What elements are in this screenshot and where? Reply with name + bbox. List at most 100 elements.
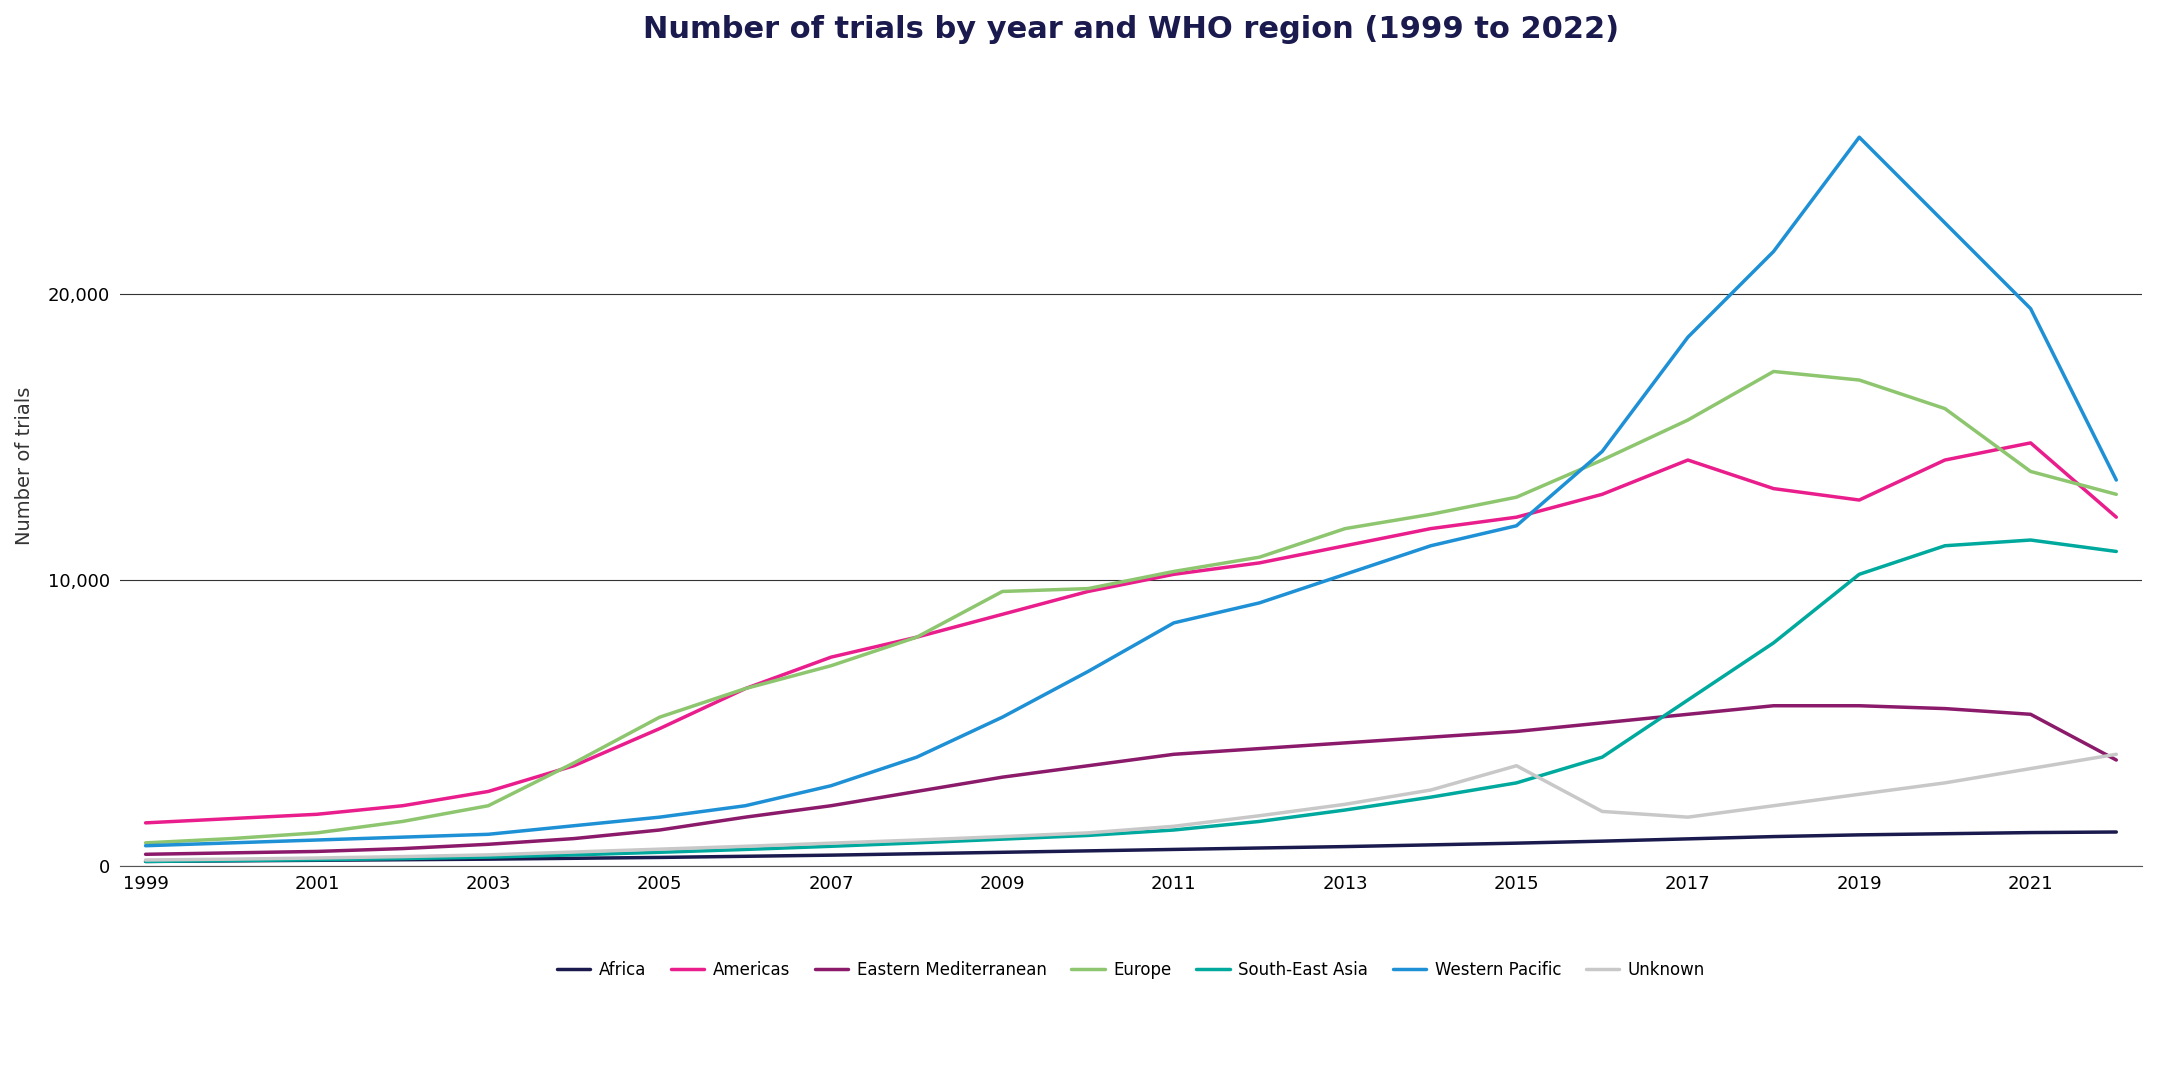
Unknown: [475, 848, 500, 861]
Africa: [2103, 825, 2129, 838]
Americas: [904, 631, 930, 644]
Americas: [1846, 493, 1872, 506]
Unknown: [904, 834, 930, 847]
Africa: [390, 853, 416, 866]
Africa: [990, 846, 1016, 859]
Unknown: [1160, 820, 1186, 833]
South-East Asia: [132, 855, 157, 868]
Americas: [218, 812, 244, 825]
Europe: [647, 711, 673, 724]
Eastern Mediterranean: [818, 800, 843, 812]
Europe: [304, 827, 330, 839]
Africa: [218, 855, 244, 868]
Europe: [1333, 522, 1359, 535]
Americas: [304, 808, 330, 821]
South-East Asia: [990, 833, 1016, 846]
Line: Unknown: Unknown: [145, 754, 2116, 860]
Unknown: [1676, 810, 1702, 823]
Western Pacific: [390, 831, 416, 844]
Africa: [1760, 830, 1786, 843]
Europe: [1417, 508, 1443, 521]
South-East Asia: [475, 850, 500, 863]
Europe: [1160, 565, 1186, 578]
Africa: [1590, 835, 1616, 848]
Line: Europe: Europe: [145, 371, 2116, 843]
South-East Asia: [1333, 804, 1359, 817]
Unknown: [1590, 805, 1616, 818]
Americas: [1590, 488, 1616, 501]
Africa: [1676, 832, 1702, 845]
Line: Western Pacific: Western Pacific: [145, 137, 2116, 846]
South-East Asia: [1074, 829, 1100, 842]
Americas: [1760, 482, 1786, 495]
Title: Number of trials by year and WHO region (1999 to 2022): Number of trials by year and WHO region …: [643, 15, 1620, 44]
Western Pacific: [1417, 540, 1443, 552]
Eastern Mediterranean: [647, 823, 673, 836]
Eastern Mediterranean: [733, 810, 759, 823]
Americas: [1333, 540, 1359, 552]
Eastern Mediterranean: [904, 784, 930, 797]
Western Pacific: [1160, 616, 1186, 629]
Western Pacific: [2103, 474, 2129, 487]
Unknown: [304, 851, 330, 864]
Eastern Mediterranean: [1417, 730, 1443, 743]
Western Pacific: [1247, 597, 1273, 610]
Unknown: [390, 850, 416, 863]
Western Pacific: [1760, 245, 1786, 258]
Unknown: [1333, 797, 1359, 810]
Americas: [1074, 585, 1100, 598]
Eastern Mediterranean: [1503, 725, 1529, 738]
Americas: [561, 760, 587, 773]
Unknown: [132, 853, 157, 866]
Africa: [1846, 829, 1872, 842]
South-East Asia: [1590, 751, 1616, 764]
Western Pacific: [1503, 519, 1529, 532]
Africa: [1417, 838, 1443, 851]
Eastern Mediterranean: [1933, 702, 1959, 715]
Legend: Africa, Americas, Eastern Mediterranean, Europe, South-East Asia, Western Pacifi: Africa, Americas, Eastern Mediterranean,…: [550, 954, 1713, 985]
Eastern Mediterranean: [2017, 708, 2043, 721]
Line: Africa: Africa: [145, 832, 2116, 861]
Americas: [1417, 522, 1443, 535]
Americas: [2017, 436, 2043, 449]
Africa: [132, 855, 157, 868]
Eastern Mediterranean: [561, 832, 587, 845]
Western Pacific: [647, 810, 673, 823]
Africa: [2017, 827, 2043, 839]
Americas: [1503, 510, 1529, 523]
Unknown: [2103, 748, 2129, 761]
Unknown: [818, 836, 843, 849]
Western Pacific: [990, 711, 1016, 724]
Africa: [561, 851, 587, 864]
South-East Asia: [218, 855, 244, 868]
South-East Asia: [1503, 777, 1529, 790]
Europe: [561, 756, 587, 769]
Eastern Mediterranean: [1074, 760, 1100, 773]
Americas: [647, 722, 673, 735]
Western Pacific: [475, 828, 500, 841]
Europe: [2103, 488, 2129, 501]
Unknown: [733, 839, 759, 852]
Western Pacific: [2017, 302, 2043, 315]
Eastern Mediterranean: [218, 846, 244, 859]
Europe: [132, 836, 157, 849]
Western Pacific: [818, 779, 843, 792]
Western Pacific: [733, 800, 759, 812]
Western Pacific: [132, 839, 157, 852]
South-East Asia: [904, 836, 930, 849]
South-East Asia: [1417, 791, 1443, 804]
Africa: [733, 850, 759, 863]
Americas: [475, 784, 500, 797]
Western Pacific: [1846, 131, 1872, 144]
Eastern Mediterranean: [1846, 699, 1872, 712]
Western Pacific: [904, 751, 930, 764]
South-East Asia: [733, 843, 759, 856]
South-East Asia: [818, 839, 843, 852]
Unknown: [1760, 800, 1786, 812]
Europe: [2017, 465, 2043, 478]
Americas: [2103, 510, 2129, 523]
Africa: [1160, 843, 1186, 856]
Americas: [132, 817, 157, 830]
Line: Americas: Americas: [145, 442, 2116, 823]
South-East Asia: [390, 852, 416, 865]
